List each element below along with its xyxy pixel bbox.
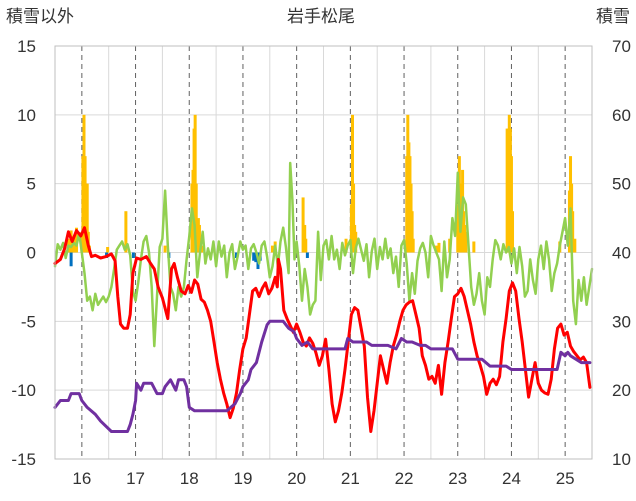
precip-bar [304,238,308,253]
precip-bar [235,252,239,259]
right-tick-label: 10 [612,450,631,469]
precip-bar [350,114,354,253]
x-tick-label: 17 [126,469,145,488]
precip-bar [270,245,274,253]
x-tick-label: 20 [287,469,306,488]
precip-bar [106,246,110,253]
right-axis-ticks: 70 60 50 40 30 20 10 [612,37,631,469]
right-tick-label: 20 [612,381,631,400]
right-axis-title: 積雪 [596,7,630,26]
precip-bar [472,241,476,253]
left-tick-label: -5 [21,312,36,331]
precip-bar [194,183,198,253]
right-tick-label: 50 [612,175,631,194]
green-series-line [53,161,594,348]
x-axis-ticks: 16 17 18 19 20 21 22 23 24 25 [72,469,574,488]
left-tick-label: -15 [11,450,36,469]
x-tick-label: 23 [448,469,467,488]
right-tick-label: 30 [612,312,631,331]
left-tick-label: -10 [11,381,36,400]
precip-bar [305,252,309,259]
precip-bar [69,252,73,267]
x-tick-label: 24 [502,469,521,488]
precip-bar [352,183,356,253]
left-axis-ticks: 15 10 5 0 -5 -10 -15 [11,37,36,469]
left-tick-label: 15 [17,37,36,56]
right-tick-label: 40 [612,244,631,263]
precip-bar [163,245,167,253]
left-tick-label: 5 [27,175,36,194]
precip-bar [344,238,348,253]
precip-bar [354,231,358,253]
x-tick-label: 25 [556,469,575,488]
right-tick-label: 70 [612,37,631,56]
precip-bar [573,238,577,253]
precip-bar [254,252,258,263]
precip-bar [252,252,256,261]
precip-bar [456,204,460,253]
precip-bar [85,183,89,253]
x-tick-label: 16 [72,469,91,488]
precip-bar [131,252,135,259]
precip-bar [509,156,513,253]
x-tick-label: 21 [341,469,360,488]
snow-depth-line [53,319,592,433]
precip-bar [301,197,305,253]
precip-bar [437,242,441,253]
precip-bar [571,211,575,253]
x-tick-label: 19 [233,469,252,488]
left-axis-title: 積雪以外 [6,7,74,26]
precip-bar [464,231,468,253]
precip-bar [193,114,197,253]
right-tick-label: 60 [612,106,631,125]
temperature-line [53,226,592,433]
x-tick-label: 22 [395,469,414,488]
x-tick-label: 18 [180,469,199,488]
left-tick-label: 10 [17,106,36,125]
precip-bar [511,211,515,253]
plot-area-border [54,45,593,460]
series-lines [53,161,594,433]
precip-bar [124,211,128,253]
precip-bar [410,211,414,253]
left-tick-label: 0 [27,244,36,263]
chart-title: 岩手松尾 [287,7,355,26]
precip-bar [411,238,415,253]
